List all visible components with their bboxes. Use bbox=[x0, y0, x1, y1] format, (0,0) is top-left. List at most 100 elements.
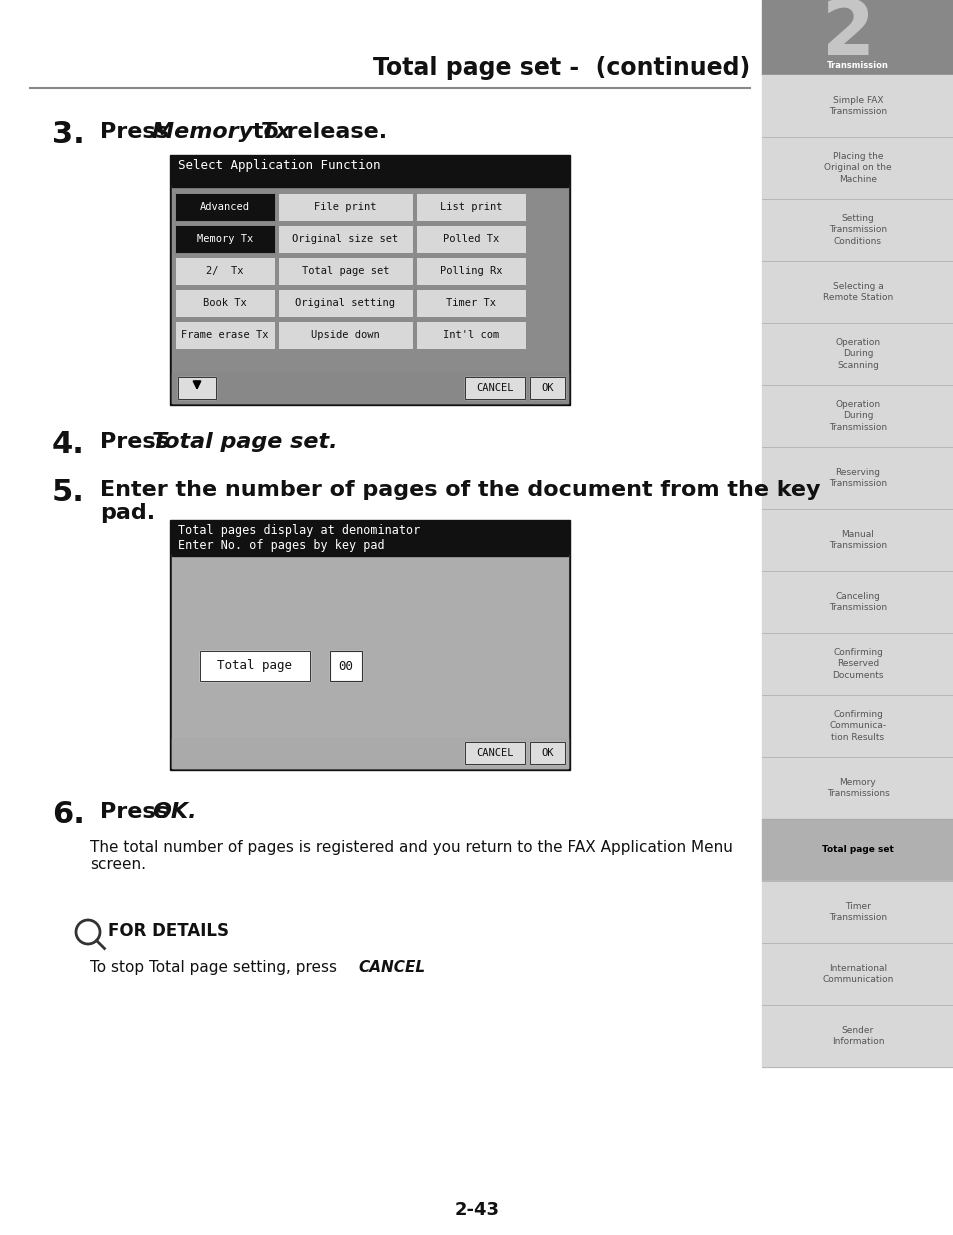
Bar bbox=[464, 377, 524, 399]
Text: Advanced: Advanced bbox=[200, 203, 250, 212]
Text: Enter No. of pages by key pad: Enter No. of pages by key pad bbox=[178, 538, 384, 552]
Bar bbox=[464, 377, 524, 399]
Text: Total pages display at denominator: Total pages display at denominator bbox=[178, 524, 420, 537]
Bar bbox=[761, 75, 953, 137]
Bar bbox=[330, 651, 361, 680]
Bar bbox=[761, 509, 953, 571]
Bar bbox=[172, 373, 567, 403]
Bar bbox=[530, 742, 564, 764]
Text: Sender
Information: Sender Information bbox=[831, 1026, 883, 1046]
Text: Original size set: Original size set bbox=[292, 233, 398, 245]
Text: Upside down: Upside down bbox=[311, 330, 379, 340]
Text: Select Application Function: Select Application Function bbox=[178, 159, 380, 172]
Text: CANCEL: CANCEL bbox=[476, 748, 514, 758]
Bar bbox=[200, 651, 310, 680]
Text: Total page set.: Total page set. bbox=[152, 432, 337, 452]
Bar bbox=[277, 321, 413, 350]
Bar bbox=[277, 193, 413, 221]
Text: 2-43: 2-43 bbox=[454, 1200, 499, 1219]
Text: OK: OK bbox=[540, 383, 553, 393]
Text: 00: 00 bbox=[338, 659, 354, 673]
Text: International
Communication: International Communication bbox=[821, 965, 893, 984]
Text: Total page: Total page bbox=[217, 659, 293, 673]
Text: Reserving
Transmission: Reserving Transmission bbox=[828, 468, 886, 488]
Bar bbox=[416, 321, 525, 350]
Text: Timer
Transmission: Timer Transmission bbox=[828, 902, 886, 923]
Bar bbox=[174, 257, 274, 285]
Bar bbox=[761, 819, 953, 881]
Text: CANCEL: CANCEL bbox=[476, 383, 514, 393]
Text: Polling Rx: Polling Rx bbox=[439, 266, 501, 275]
Text: .: . bbox=[416, 960, 420, 974]
Text: OK.: OK. bbox=[152, 802, 196, 823]
Bar bbox=[277, 257, 413, 285]
Text: FOR DETAILS: FOR DETAILS bbox=[108, 923, 229, 940]
Bar bbox=[530, 742, 564, 764]
Bar bbox=[174, 225, 274, 253]
Bar bbox=[761, 137, 953, 199]
Text: The total number of pages is registered and you return to the FAX Application Me: The total number of pages is registered … bbox=[90, 840, 732, 872]
Text: Frame erase Tx: Frame erase Tx bbox=[181, 330, 269, 340]
Bar bbox=[761, 757, 953, 819]
Text: Setting
Transmission
Conditions: Setting Transmission Conditions bbox=[828, 215, 886, 246]
Bar bbox=[174, 289, 274, 317]
Bar bbox=[178, 377, 215, 399]
Text: Press: Press bbox=[100, 802, 176, 823]
Bar bbox=[416, 289, 525, 317]
Text: 5.: 5. bbox=[52, 478, 85, 508]
Text: File print: File print bbox=[314, 203, 376, 212]
Bar bbox=[172, 185, 567, 403]
Bar bbox=[761, 695, 953, 757]
Bar bbox=[178, 377, 215, 399]
Bar bbox=[761, 199, 953, 261]
Text: Memory Tx: Memory Tx bbox=[196, 233, 253, 245]
Bar bbox=[174, 225, 274, 253]
Text: to release.: to release. bbox=[245, 122, 387, 142]
Text: Confirming
Communica-
tion Results: Confirming Communica- tion Results bbox=[828, 710, 885, 741]
Text: 6.: 6. bbox=[52, 800, 85, 829]
Text: Canceling
Transmission: Canceling Transmission bbox=[828, 592, 886, 613]
Text: Memory
Transmissions: Memory Transmissions bbox=[825, 778, 888, 798]
Bar bbox=[761, 634, 953, 695]
Text: 4.: 4. bbox=[52, 430, 85, 459]
Bar bbox=[761, 385, 953, 447]
Bar bbox=[416, 321, 525, 350]
Bar bbox=[174, 321, 274, 350]
Text: 3.: 3. bbox=[52, 120, 85, 149]
Bar bbox=[416, 225, 525, 253]
Bar bbox=[172, 739, 567, 768]
Bar bbox=[761, 571, 953, 634]
Text: Total page set: Total page set bbox=[821, 846, 893, 855]
Bar bbox=[761, 1005, 953, 1067]
Bar bbox=[416, 257, 525, 285]
Bar bbox=[277, 321, 413, 350]
Text: Press: Press bbox=[100, 432, 176, 452]
Bar bbox=[277, 289, 413, 317]
Text: Timer Tx: Timer Tx bbox=[446, 298, 496, 308]
Text: 2/  Tx: 2/ Tx bbox=[206, 266, 244, 275]
Text: Confirming
Reserved
Documents: Confirming Reserved Documents bbox=[831, 648, 882, 679]
Bar bbox=[464, 742, 524, 764]
Bar bbox=[530, 377, 564, 399]
Bar bbox=[277, 225, 413, 253]
Bar bbox=[330, 651, 361, 680]
Text: To stop Total page setting, press: To stop Total page setting, press bbox=[90, 960, 341, 974]
Text: Original setting: Original setting bbox=[295, 298, 395, 308]
Text: Memory Tx: Memory Tx bbox=[152, 122, 290, 142]
Text: Press: Press bbox=[100, 122, 176, 142]
Text: Operation
During
Transmission: Operation During Transmission bbox=[828, 400, 886, 431]
Bar bbox=[174, 193, 274, 221]
Bar bbox=[277, 289, 413, 317]
Bar bbox=[200, 651, 310, 680]
Bar bbox=[761, 324, 953, 385]
Bar bbox=[174, 193, 274, 221]
Text: Int'l com: Int'l com bbox=[442, 330, 498, 340]
Bar bbox=[416, 257, 525, 285]
Bar bbox=[170, 156, 569, 405]
Text: Polled Tx: Polled Tx bbox=[442, 233, 498, 245]
Text: OK: OK bbox=[540, 748, 553, 758]
Bar bbox=[174, 321, 274, 350]
Bar bbox=[174, 257, 274, 285]
Bar bbox=[170, 520, 569, 769]
Bar bbox=[277, 257, 413, 285]
